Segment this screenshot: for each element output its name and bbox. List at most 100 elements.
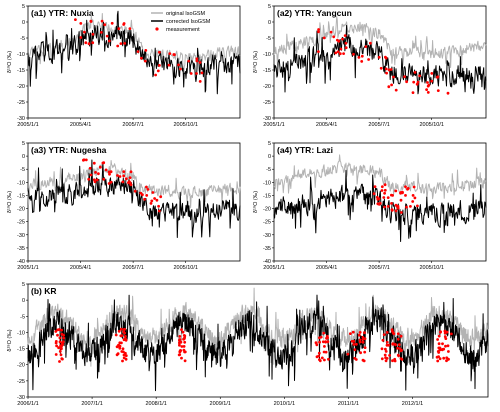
measurement-point — [396, 346, 400, 350]
plot-frame — [27, 142, 241, 262]
measurement-point — [418, 74, 421, 78]
measurement-point — [436, 89, 440, 92]
measurement-point — [182, 334, 186, 337]
measurement-point — [363, 346, 367, 349]
y-tick-label: -30 — [263, 233, 271, 239]
measurement-point — [385, 71, 388, 75]
measurement-point — [383, 205, 386, 209]
measurement-point — [318, 358, 321, 361]
measurement-point — [143, 59, 147, 63]
measurement-point — [123, 327, 127, 331]
measurement-point — [97, 172, 100, 176]
measurement-point — [128, 27, 132, 30]
y-tick-label: -40 — [17, 259, 25, 265]
measurement-point — [390, 202, 393, 205]
plot-frame — [273, 142, 487, 262]
measurement-point — [123, 42, 127, 45]
measurement-point — [121, 359, 124, 363]
measurement-point — [325, 334, 329, 338]
y-tick-label: -5 — [20, 167, 25, 173]
measurement-point — [363, 331, 366, 335]
measurement-point — [104, 168, 108, 172]
measurement-point — [58, 340, 62, 344]
y-axis-label: δ¹⁸O (‰) — [6, 191, 13, 213]
panel-b: (b) KR 5 0 -5 -10 -15 -20 -25 -30 δ¹⁸O (‰) 2006/1/… — [6, 282, 489, 407]
measurement-point — [121, 180, 125, 184]
y-tick-label: -25 — [263, 220, 271, 226]
measurement-point — [405, 80, 408, 84]
measurement-point — [60, 328, 63, 332]
measurement-point — [122, 174, 126, 178]
panel-title: (a3) YTR: Nugesha — [31, 145, 107, 155]
measurement-point — [79, 22, 83, 25]
measurement-point — [361, 337, 365, 341]
measurement-point — [116, 44, 120, 48]
measurement-point — [84, 158, 88, 162]
panel-title: (a4) YTR: Lazi — [277, 145, 333, 155]
measurement-point — [181, 330, 185, 334]
legend-label-corrected: corrected IsoGSM — [166, 19, 211, 25]
y-tick-label: -40 — [263, 259, 271, 265]
measurement-point — [322, 36, 326, 40]
x-tick-label: 2005/7/1 — [122, 122, 143, 128]
measurement-point — [318, 340, 321, 344]
measurement-point — [156, 69, 160, 73]
measurement-point — [145, 194, 149, 197]
measurement-point — [100, 19, 104, 23]
x-tick-label: 2005/4/1 — [316, 122, 337, 128]
measurement-point — [377, 55, 381, 59]
y-tick-label: 5 — [268, 4, 271, 10]
y-tick-label: -5 — [20, 314, 25, 320]
measurement-point — [157, 204, 161, 208]
measurement-point — [399, 198, 403, 202]
measurement-point — [358, 331, 362, 334]
series-line-original — [27, 160, 241, 209]
measurement-point — [450, 332, 453, 336]
measurement-point — [444, 344, 447, 348]
measurement-point — [189, 72, 193, 75]
measurement-point — [369, 41, 372, 45]
y-tick-label: -30 — [17, 233, 25, 239]
measurement-point — [178, 350, 182, 354]
y-tick-label: -35 — [17, 246, 25, 252]
measurement-point — [395, 204, 399, 208]
measurement-point — [124, 177, 128, 181]
measurement-point — [119, 327, 123, 331]
series-line-original — [273, 154, 487, 200]
measurement-point — [55, 344, 58, 348]
measurement-point — [399, 334, 403, 338]
measurement-point — [168, 52, 172, 55]
measurement-point — [136, 50, 140, 53]
measurement-point — [317, 50, 320, 53]
measurement-point — [87, 42, 91, 46]
y-tick-label: 0 — [22, 154, 25, 160]
measurement-point — [396, 337, 400, 341]
measurement-point — [363, 350, 367, 354]
measurement-point — [393, 342, 397, 346]
legend: original IsoGSM corrected IsoGSM measureme… — [148, 7, 236, 35]
measurement-point — [178, 338, 182, 341]
measurement-point — [180, 328, 183, 331]
measurement-point — [372, 192, 376, 196]
measurement-point — [383, 353, 387, 357]
measurement-point — [384, 359, 388, 363]
x-tick-label: 2005/10/1 — [419, 265, 443, 271]
legend-swatch-measurement — [155, 27, 159, 31]
x-tick-label: 2006/1/1 — [17, 401, 38, 407]
measurement-point — [322, 331, 326, 335]
measurement-point — [105, 34, 109, 38]
y-axis-label: δ¹⁸O (‰) — [6, 51, 13, 73]
x-tick-label: 2005/1/1 — [17, 122, 38, 128]
measurement-point — [380, 185, 384, 189]
y-tick-label: 5 — [22, 282, 25, 288]
y-tick-label: -35 — [263, 246, 271, 252]
panel-title: (a2) YTR: Yangcun — [277, 8, 352, 18]
measurement-point — [375, 195, 379, 199]
measurement-point — [324, 340, 327, 344]
measurement-point — [441, 342, 444, 346]
measurement-point — [443, 329, 447, 333]
y-tick-label: -20 — [263, 84, 271, 90]
measurement-point — [343, 34, 347, 37]
y-tick-label: -20 — [17, 363, 25, 369]
